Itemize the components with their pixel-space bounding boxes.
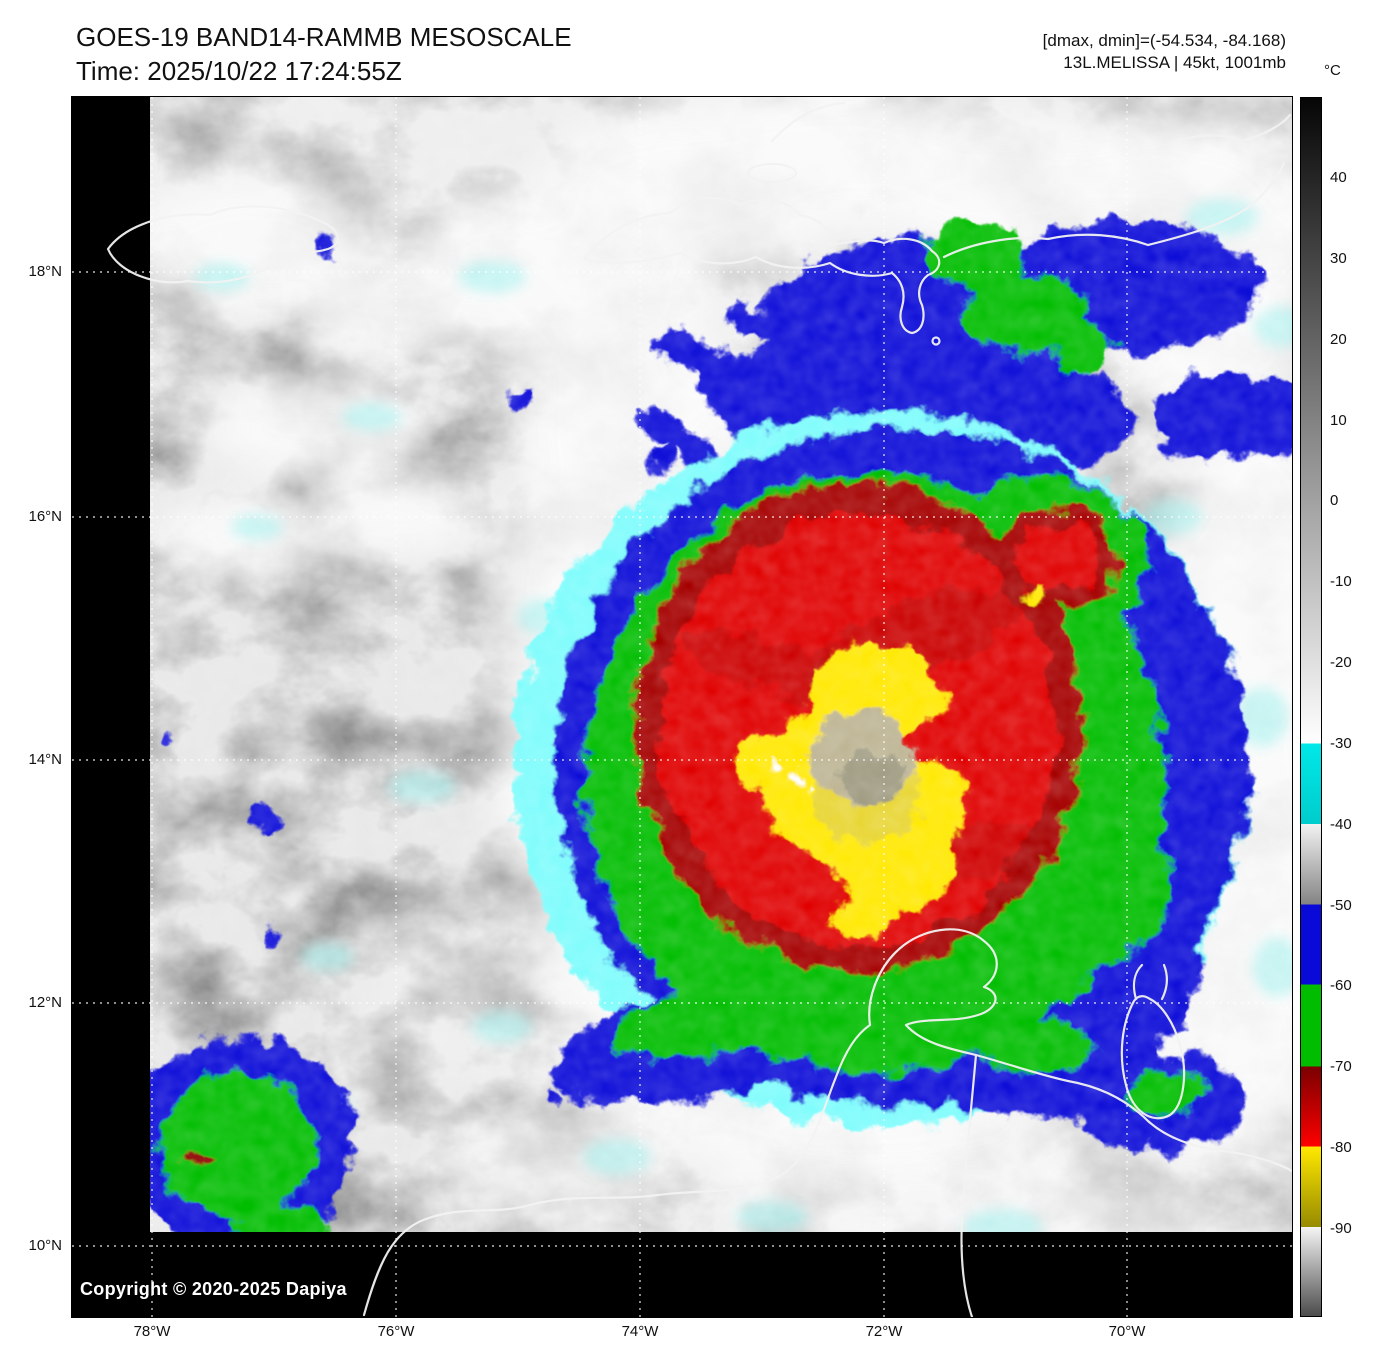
lon-label: 76°W (377, 1323, 415, 1340)
colorbar-tick-label: 40 (1330, 169, 1347, 186)
copyright-text: Copyright © 2020-2025 Dapiya (80, 1279, 347, 1299)
colorbar (1300, 97, 1322, 1317)
lon-label: 72°W (865, 1323, 903, 1340)
colorbar-tick-label: -70 (1330, 1058, 1352, 1075)
gridlines (72, 97, 1292, 1317)
colorbar-tick-label: 20 (1330, 331, 1347, 348)
lat-label: 18°N (28, 263, 62, 280)
colorbar-tick-label: -20 (1330, 654, 1352, 671)
satellite-map: Copyright © 2020-2025 Dapiya (72, 97, 1292, 1317)
product-title: GOES-19 BAND14-RAMMB MESOSCALE (76, 22, 572, 52)
cloud-layer (150, 97, 1292, 1232)
lat-label: 16°N (28, 508, 62, 525)
colorbar-tick-label: -50 (1330, 897, 1352, 914)
colorbar-tick-label: -80 (1330, 1139, 1352, 1156)
coastlines (106, 101, 1292, 1317)
colorbar-tick-label: -10 (1330, 573, 1352, 590)
colorbar-tick-label: -90 (1330, 1220, 1352, 1237)
lon-label: 74°W (621, 1323, 659, 1340)
colorbar-unit-label: °C (1324, 62, 1341, 79)
storm-status-info: 13L.MELISSA | 45kt, 1001mb (1063, 53, 1286, 72)
lat-label: 12°N (28, 994, 62, 1011)
colorbar-tick-label: -60 (1330, 977, 1352, 994)
lat-label: 10°N (28, 1237, 62, 1254)
colorbar-tick-label: -40 (1330, 816, 1352, 833)
colorbar-tick-label: -30 (1330, 735, 1352, 752)
lon-label: 70°W (1108, 1323, 1146, 1340)
satellite-imagery (72, 97, 1292, 1317)
lat-label: 14°N (28, 751, 62, 768)
lon-label: 78°W (133, 1323, 171, 1340)
colorbar-tick-label: 0 (1330, 492, 1339, 509)
header-info: [dmax, dmin]=(-54.534, -84.168) 13L.MELI… (1043, 30, 1286, 74)
colorbar-tick-label: 10 (1330, 412, 1347, 429)
temp-range-info: [dmax, dmin]=(-54.534, -84.168) (1042, 31, 1286, 50)
colorbar-tick-label: 30 (1330, 250, 1347, 267)
timestamp: Time: 2025/10/22 17:24:55Z (76, 56, 402, 86)
